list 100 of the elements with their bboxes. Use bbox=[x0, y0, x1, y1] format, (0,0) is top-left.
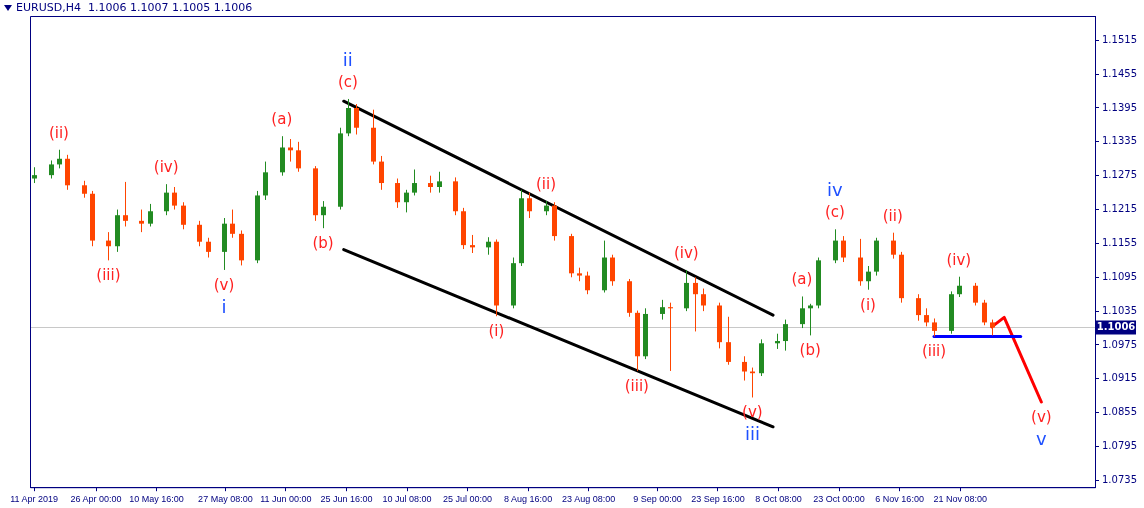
annotation: i bbox=[221, 295, 227, 317]
x-tick-label: 21 Nov 08:00 bbox=[933, 494, 987, 505]
annotation: (v) bbox=[742, 403, 763, 422]
candlestick bbox=[263, 161, 268, 201]
annotation: (ii) bbox=[535, 174, 557, 193]
annotation: iii bbox=[744, 423, 760, 445]
y-tick-label: 1.1275 bbox=[1102, 169, 1138, 181]
y-tick-label: 1.0795 bbox=[1102, 440, 1138, 452]
annotation: v bbox=[1036, 427, 1048, 449]
candlestick bbox=[973, 282, 978, 306]
candlestick bbox=[808, 303, 813, 336]
candlestick bbox=[354, 103, 359, 136]
candlestick bbox=[957, 276, 962, 298]
annotation: (a) bbox=[791, 270, 813, 289]
annotation: (iv) bbox=[673, 243, 699, 262]
candlestick bbox=[404, 189, 409, 213]
y-tick-label: 1.0915 bbox=[1102, 372, 1138, 384]
annotation: (iv) bbox=[153, 158, 179, 177]
annotation: ii bbox=[342, 48, 353, 70]
candlestick bbox=[866, 265, 871, 291]
candlestick bbox=[321, 200, 326, 229]
annotation: (ii) bbox=[48, 123, 69, 142]
candlestick bbox=[693, 276, 698, 332]
candlestick bbox=[924, 307, 929, 327]
candlestick bbox=[841, 235, 846, 263]
y-tick-label: 1.1335 bbox=[1102, 135, 1138, 147]
candlestick bbox=[726, 316, 731, 366]
x-tick-label: 25 Jul 00:00 bbox=[443, 494, 493, 505]
x-tick-label: 10 Jul 08:00 bbox=[382, 494, 432, 505]
x-tick-label: 23 Oct 00:00 bbox=[813, 494, 865, 505]
x-tick-label: 9 Sep 00:00 bbox=[633, 494, 682, 505]
y-tick-label: 1.1515 bbox=[1102, 33, 1138, 45]
candlestick bbox=[833, 228, 838, 264]
chart-title: EURUSD,H4 1.1006 1.1007 1.1005 1.1006 bbox=[16, 1, 253, 14]
y-tick-label: 1.1395 bbox=[1102, 101, 1138, 113]
y-tick-label: 1.1095 bbox=[1102, 270, 1138, 282]
annotation: (i) bbox=[488, 322, 505, 341]
ref-line-label: 1.1006 bbox=[1096, 321, 1136, 333]
candlestick bbox=[395, 178, 400, 209]
candlestick bbox=[123, 181, 128, 227]
x-tick-label: 11 Apr 2019 bbox=[10, 494, 59, 505]
candlestick bbox=[701, 288, 706, 312]
candlestick bbox=[197, 220, 202, 247]
candlestick bbox=[916, 293, 921, 322]
annotation: (iii) bbox=[921, 342, 947, 361]
x-tick-label: 11 Jun 00:00 bbox=[260, 494, 312, 505]
candlestick bbox=[296, 141, 301, 173]
annotation: iv bbox=[827, 178, 844, 200]
y-tick-label: 1.1155 bbox=[1102, 237, 1138, 249]
x-tick-label: 26 Apr 00:00 bbox=[70, 494, 122, 505]
y-tick-label: 1.1035 bbox=[1102, 304, 1138, 316]
candlestick bbox=[230, 209, 235, 239]
annotation: (iii) bbox=[624, 376, 649, 395]
x-tick-label: 10 May 16:00 bbox=[129, 494, 184, 505]
candlestick bbox=[379, 155, 384, 191]
candlestick bbox=[858, 238, 863, 287]
x-tick-label: 23 Aug 08:00 bbox=[562, 494, 616, 505]
candlestick bbox=[891, 232, 896, 260]
annotation: (i) bbox=[860, 295, 876, 314]
x-tick-label: 8 Oct 08:00 bbox=[755, 494, 802, 505]
annotation: (v) bbox=[213, 275, 235, 294]
y-tick-label: 1.0855 bbox=[1102, 406, 1138, 418]
x-tick-label: 25 Jun 16:00 bbox=[320, 494, 373, 505]
candlestick bbox=[610, 254, 615, 287]
annotation: (ii) bbox=[882, 206, 903, 225]
candlestick bbox=[585, 271, 590, 295]
annotation: (b) bbox=[799, 341, 821, 360]
candlestick bbox=[800, 295, 805, 329]
y-tick-label: 1.0975 bbox=[1102, 338, 1138, 350]
x-tick-label: 23 Sep 16:00 bbox=[691, 494, 745, 505]
candlestick bbox=[164, 183, 169, 216]
x-tick-label: 27 May 08:00 bbox=[198, 494, 253, 505]
candlestick bbox=[148, 203, 153, 227]
x-tick-label: 6 Nov 16:00 bbox=[875, 494, 924, 505]
candlestick bbox=[660, 299, 665, 321]
candlestick bbox=[527, 192, 532, 219]
annotation: (v) bbox=[1031, 407, 1052, 426]
candlestick bbox=[783, 319, 788, 352]
y-tick-label: 1.1455 bbox=[1102, 67, 1138, 79]
candlestick bbox=[437, 171, 442, 194]
annotation: (c) bbox=[824, 203, 845, 222]
y-tick-label: 1.1215 bbox=[1102, 203, 1138, 215]
y-tick-label: 1.0735 bbox=[1102, 474, 1138, 486]
candlestick bbox=[470, 234, 475, 254]
candlestick bbox=[412, 168, 417, 196]
annotation: (iv) bbox=[946, 250, 972, 269]
annotation: (c) bbox=[337, 72, 358, 91]
annotation: (a) bbox=[271, 110, 293, 129]
candlestick bbox=[181, 201, 186, 230]
candlestick bbox=[172, 186, 177, 211]
candlestick bbox=[288, 138, 293, 163]
candlestick bbox=[206, 237, 211, 259]
x-tick-label: 8 Aug 16:00 bbox=[504, 494, 553, 505]
annotation: (b) bbox=[312, 234, 334, 253]
candlestick bbox=[49, 159, 54, 180]
annotation: (iii) bbox=[96, 266, 121, 285]
candlestick bbox=[982, 299, 987, 326]
candlestick bbox=[742, 355, 747, 382]
candlestick bbox=[932, 317, 937, 338]
candlestick bbox=[139, 209, 144, 233]
